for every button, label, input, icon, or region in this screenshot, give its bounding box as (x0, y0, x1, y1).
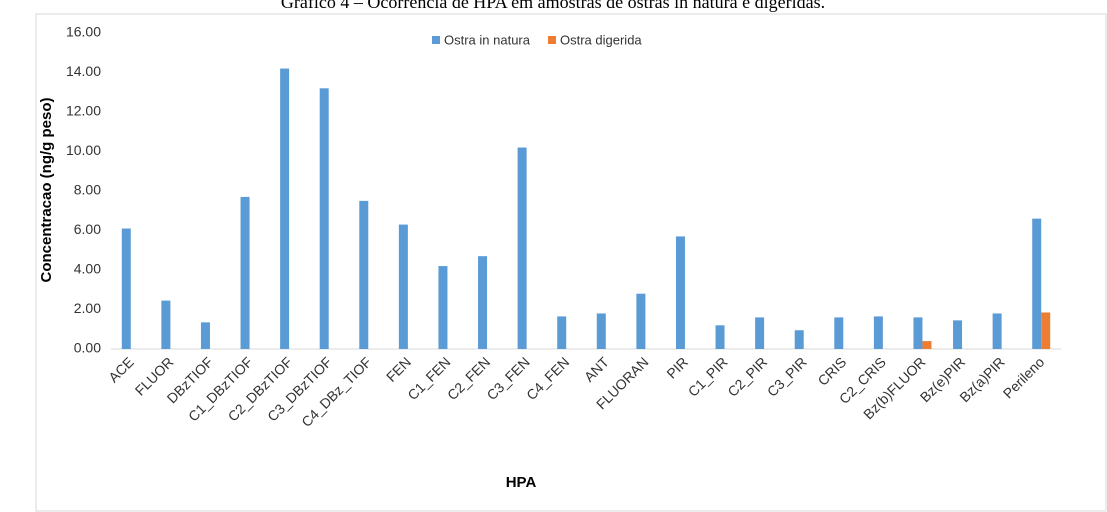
x-tick-label: C4_DBz_TIOF (298, 354, 374, 430)
bar (319, 88, 329, 350)
bar (953, 320, 963, 349)
y-tick-label: 6.00 (74, 221, 101, 237)
x-tick-label: ACE (105, 354, 137, 386)
bar (596, 313, 606, 349)
x-tick-label: Perileno (1000, 354, 1048, 402)
x-tick-label: ANT (581, 353, 612, 384)
bar (755, 317, 765, 349)
x-tick-label: PIR (663, 354, 691, 382)
x-axis-label: HPA (506, 474, 537, 491)
legend-swatch (548, 36, 556, 44)
x-tick-label: CRIS (814, 354, 849, 389)
x-tick-label: C1_PIR (685, 354, 731, 400)
legend-label: Ostra digerida (560, 32, 642, 47)
bar (873, 316, 883, 349)
x-tick-label: C1_FEN (404, 354, 453, 403)
bar (438, 266, 448, 349)
y-tick-label: 2.00 (74, 300, 101, 316)
bar (478, 256, 488, 349)
bar (675, 236, 685, 349)
legend-swatch (432, 36, 440, 44)
bar (794, 330, 804, 349)
y-tick-label: 4.00 (74, 261, 101, 277)
y-tick-label: 16.00 (66, 24, 101, 40)
bar (1032, 218, 1042, 349)
y-tick-label: 8.00 (74, 182, 101, 198)
x-tick-label: FEN (383, 354, 414, 385)
x-tick-label: C4_FEN (523, 354, 572, 403)
y-axis-label: Concentracao (ng/g peso) (38, 97, 55, 282)
bar (557, 316, 567, 349)
bar (240, 196, 250, 349)
bar (992, 313, 1002, 349)
bar (161, 300, 171, 349)
bar (1041, 312, 1051, 349)
bar (200, 322, 210, 349)
bar (517, 147, 527, 349)
x-tick-label: C3_FEN (483, 354, 532, 403)
bar (834, 317, 844, 349)
y-tick-label: 0.00 (74, 340, 101, 356)
x-tick-label: C2_PIR (724, 354, 770, 400)
y-tick-label: 10.00 (66, 142, 101, 158)
y-tick-label: 12.00 (66, 103, 101, 119)
bar (359, 200, 369, 349)
x-tick-label: C3_PIR (764, 354, 810, 400)
x-tick-label: C2_FEN (444, 354, 493, 403)
bar (636, 293, 646, 349)
chart-title: Gráfico 4 – Ocorrência de HPA em amostra… (281, 0, 825, 12)
legend-label: Ostra in natura (444, 32, 531, 47)
bar (121, 228, 131, 349)
bar (715, 325, 725, 349)
chart-frame (35, 13, 1107, 512)
bar (913, 317, 923, 349)
bar (280, 68, 290, 350)
y-tick-label: 14.00 (66, 63, 101, 79)
bar (922, 341, 932, 349)
bar (398, 224, 408, 349)
